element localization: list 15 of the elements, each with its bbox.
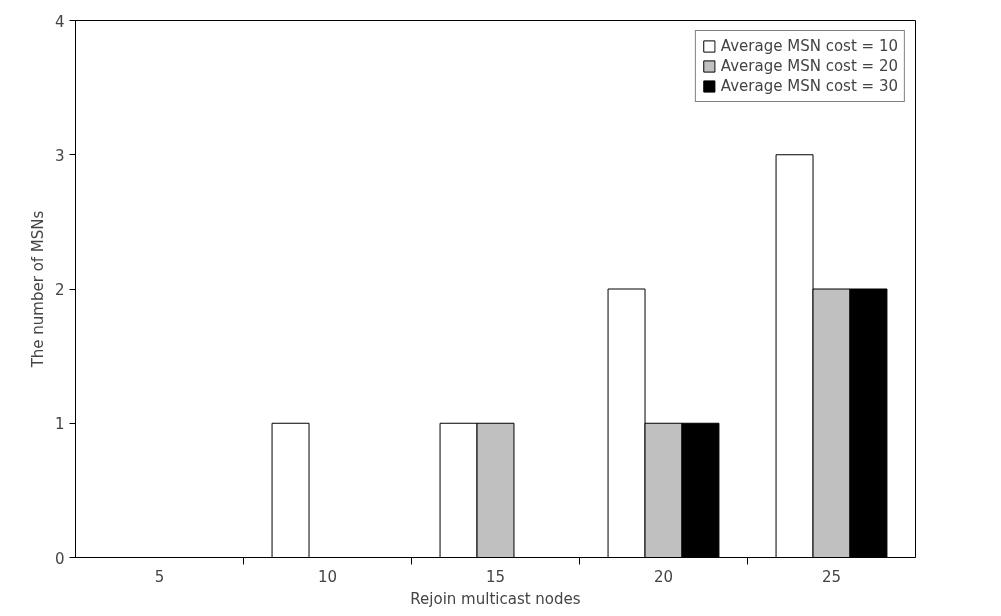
y-tick-label: 4 (54, 12, 65, 31)
legend-label: Average MSN cost = 30 (720, 77, 898, 95)
y-tick-label: 0 (54, 549, 65, 568)
x-axis-title: Rejoin multicast nodes (410, 589, 581, 608)
x-tick-label: 20 (653, 567, 674, 586)
x-tick-label: 5 (154, 567, 165, 586)
y-tick-label: 2 (54, 281, 65, 299)
x-tick-label: 25 (821, 567, 842, 586)
legend-label: Average MSN cost = 20 (720, 57, 898, 75)
x-tick-label: 10 (317, 567, 338, 586)
x-tick-label: 15 (485, 567, 506, 586)
y-tick-label: 3 (54, 146, 65, 165)
y-tick-label: 1 (54, 415, 65, 434)
y-axis-title: The number of MSNs (28, 210, 47, 369)
legend-label: Average MSN cost = 10 (720, 37, 898, 55)
